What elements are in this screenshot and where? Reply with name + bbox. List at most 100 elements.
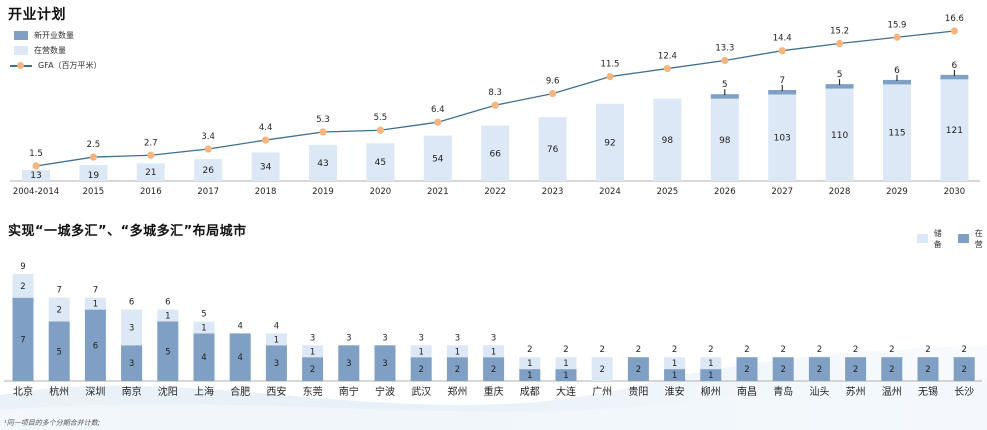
bar-total-label: 4 <box>274 321 279 331</box>
bar-label-operating: 2 <box>418 365 423 375</box>
x-tick-label: 2030 <box>944 187 966 197</box>
gfa-point <box>663 64 672 73</box>
bar-in-operation <box>825 88 854 181</box>
x-tick-label: 2016 <box>140 187 162 197</box>
bar-label-in-operation: 121 <box>946 126 963 136</box>
legend-item-operating: 在营 <box>958 229 987 249</box>
x-tick-label: 2028 <box>829 187 851 197</box>
city-tick-label: 宁波 <box>375 385 395 398</box>
bar-total-label: 2 <box>599 345 604 355</box>
city-tick-label: 长沙 <box>954 386 974 398</box>
bar-label-in-operation: 110 <box>831 131 848 141</box>
bar-in-operation <box>136 163 165 181</box>
bar-reserve <box>410 345 432 358</box>
bar-label-new-open: 5 <box>722 80 728 90</box>
bar-in-operation <box>79 165 108 181</box>
x-tick-label: 2018 <box>255 187 277 197</box>
bar-operating <box>700 369 722 381</box>
bar-label-reserve: 1 <box>563 359 568 369</box>
gfa-point <box>836 39 844 48</box>
bar-label-in-operation: 115 <box>888 129 905 139</box>
bar-reserve <box>265 333 287 346</box>
legend-label-reserve: 储备 <box>933 228 942 249</box>
bar-operating <box>555 369 577 381</box>
x-tick-label: 2020 <box>370 187 392 197</box>
bar-label-new-open: 7 <box>779 76 785 86</box>
bar-total-label: 2 <box>563 345 568 355</box>
bar-in-operation <box>883 84 911 181</box>
city-tick-label: 沈阳 <box>158 385 178 398</box>
bar-operating <box>374 345 396 381</box>
bar-reserve <box>664 357 686 370</box>
bar-in-operation <box>251 152 280 181</box>
bar-label-operating: 2 <box>744 365 749 375</box>
legend-label-in-operation: 在营数量 <box>34 46 66 55</box>
bar-label-in-operation: 34 <box>260 163 272 173</box>
bar-in-operation <box>940 79 969 181</box>
bar-total-label: 2 <box>708 345 713 355</box>
gfa-data-label: 3.4 <box>201 132 215 142</box>
city-tick-label: 南京 <box>122 385 142 398</box>
x-tick-label: 2017 <box>197 187 219 197</box>
bar-operating <box>881 357 903 381</box>
city-tick-label: 西安 <box>266 385 286 398</box>
gfa-data-label: 12.4 <box>658 52 677 62</box>
bar-reserve <box>193 321 215 334</box>
bar-label-in-operation: 66 <box>489 149 501 159</box>
bar-label-in-operation: 98 <box>719 136 731 146</box>
gfa-point <box>262 136 270 144</box>
bar-label-reserve: 1 <box>455 347 460 357</box>
bar-operating <box>12 297 34 381</box>
bar-operating <box>808 357 830 381</box>
legend-swatch-new-open <box>14 31 28 40</box>
bar-total-label: 2 <box>744 345 749 355</box>
bar-label-reserve: 1 <box>93 300 98 310</box>
x-tick-label: 2019 <box>312 187 334 197</box>
bar-in-operation <box>366 143 395 181</box>
bar-label-in-operation: 103 <box>774 134 791 144</box>
bar-label-in-operation: 98 <box>662 136 674 146</box>
opening-plan-title: 开业计划 <box>8 7 66 23</box>
bar-label-operating: 2 <box>961 365 966 375</box>
x-tick-label: 2015 <box>83 187 105 197</box>
gfa-point <box>549 89 557 98</box>
gfa-point <box>147 151 155 159</box>
bar-label-operating: 1 <box>563 371 568 381</box>
city-tick-label: 淮安 <box>665 385 685 398</box>
city-tick-label: 合肥 <box>230 385 250 398</box>
city-tick-label: 杭州 <box>49 385 69 398</box>
bar-total-label: 3 <box>382 333 387 343</box>
bar-operating <box>772 357 794 381</box>
x-tick-label: 2021 <box>427 187 449 197</box>
city-tick-label: 上海 <box>194 385 214 398</box>
legend-swatch-gfa-line <box>10 61 32 70</box>
bar-operating <box>193 333 215 381</box>
legend-swatch-reserve <box>917 234 928 243</box>
opening-plan-legend: 新开业数量 在营数量 GFA（百万平米） <box>10 28 102 73</box>
legend-swatch-operating <box>958 234 969 243</box>
bar-label-reserve: 1 <box>708 359 713 369</box>
bar-total-label: 2 <box>527 345 532 355</box>
bar-label-operating: 2 <box>310 365 315 375</box>
gfa-data-label: 13.3 <box>715 44 734 54</box>
bar-label-operating: 2 <box>817 365 822 375</box>
bar-label-new-open: 5 <box>837 70 843 80</box>
gfa-point <box>204 145 212 153</box>
legend-swatch-in-operation <box>14 46 28 55</box>
city-tick-label: 贵阳 <box>628 385 648 398</box>
bar-label-operating: 3 <box>346 359 351 369</box>
bar-label-reserve: 1 <box>165 312 170 322</box>
legend-label-operating: 在营 <box>974 228 983 249</box>
city-tick-label: 南宁 <box>339 385 359 398</box>
city-tick-label: 南昌 <box>737 385 757 398</box>
bar-reserve <box>446 345 468 358</box>
gfa-point <box>434 118 442 126</box>
bar-operating <box>917 357 939 381</box>
city-tick-label: 武汉 <box>411 385 431 398</box>
bar-operating <box>302 357 324 381</box>
legend-item-gfa: GFA（百万平米） <box>10 58 102 73</box>
city-tick-label: 温州 <box>882 386 902 398</box>
bar-label-operating: 2 <box>455 365 460 375</box>
x-tick-label: 2029 <box>886 187 908 197</box>
